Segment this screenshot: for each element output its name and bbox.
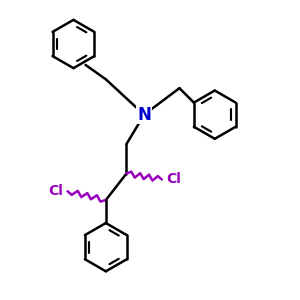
Text: Cl: Cl [167, 172, 182, 186]
Text: Cl: Cl [48, 184, 63, 198]
Text: N: N [137, 106, 151, 124]
